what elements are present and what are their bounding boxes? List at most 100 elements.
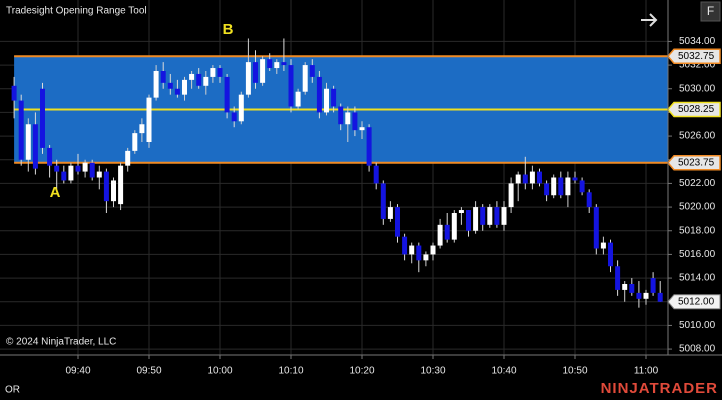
candle-body (409, 245, 415, 255)
candle-body (395, 207, 400, 237)
candle-body (189, 73, 195, 80)
candle-body (416, 245, 422, 261)
candle-body (380, 183, 386, 219)
brand-logo: NINJATRADER (601, 380, 718, 397)
candle-body (650, 278, 656, 293)
axis-layer: 5008.00 5010.00 5012.00 5014.00 5016.00 5018.… (65, 36, 721, 377)
y-tick-label: 5010.00 (679, 320, 716, 331)
y-tick-label: 5020.00 (679, 202, 716, 213)
price-tag-label: 5028.25 (678, 104, 715, 115)
button[interactable] (700, 1, 721, 22)
x-tick-label: 10:10 (278, 366, 303, 377)
candle-body (260, 59, 266, 83)
candle-body (217, 68, 223, 77)
candle-body (231, 112, 237, 122)
candle-body (579, 180, 585, 193)
candle-body (345, 112, 351, 125)
candle-body (551, 177, 557, 196)
candle-body (508, 183, 514, 208)
y-tick-label: 5034.00 (679, 36, 716, 47)
candle-body (167, 82, 173, 89)
price-tag (667, 101, 721, 118)
candle-body (125, 150, 131, 166)
candle-body (182, 79, 187, 95)
candle-body (515, 174, 521, 184)
candle-body (629, 284, 635, 293)
button-label[interactable]: F (707, 4, 714, 18)
candle-body (593, 207, 599, 249)
candle-body (423, 254, 429, 261)
candle-body (501, 207, 507, 225)
candle-body (316, 76, 322, 113)
y-tick-label: 5014.00 (679, 273, 716, 284)
candle-body (636, 292, 642, 299)
last-price-label: 5012.00 (678, 296, 715, 307)
x-tick-label: 11:00 (634, 366, 659, 377)
candle-body (352, 112, 358, 131)
x-tick-label: 10:20 (349, 366, 374, 377)
candle-body (68, 165, 74, 181)
candle-body (210, 68, 216, 77)
x-tick-label: 09:40 (65, 366, 90, 377)
candle-body (96, 171, 102, 178)
candle-body (373, 165, 379, 184)
y-tick-label: 5022.00 (679, 178, 716, 189)
candle-body (529, 171, 535, 184)
candle-body (537, 171, 542, 184)
candle-body (451, 213, 457, 240)
y-tick-label: 5026.00 (679, 131, 716, 142)
candle-body (118, 165, 124, 205)
candle-body (544, 183, 550, 196)
candle-body (274, 62, 280, 69)
candle-body (458, 210, 464, 213)
x-tick-label: 09:50 (136, 366, 161, 377)
candle-body (302, 65, 308, 92)
candle-body (473, 207, 479, 231)
candle-body (281, 62, 287, 66)
candle-body (267, 59, 273, 69)
candle-body (11, 85, 17, 101)
candle-body (657, 292, 663, 302)
candle-layer (11, 38, 668, 308)
x-tick-label: 10:00 (207, 366, 232, 377)
candle-body (61, 171, 67, 181)
candle-body (487, 207, 493, 225)
x-tick-label: 10:40 (491, 366, 516, 377)
candle-body (47, 147, 53, 166)
candle-body (54, 165, 60, 172)
candle-body (174, 88, 180, 95)
annotation: A (50, 184, 61, 201)
candle-body (622, 284, 628, 290)
candle-body (565, 177, 571, 196)
copyright: © 2024 NinjaTrader, LLC (6, 337, 116, 348)
candle-body (430, 245, 436, 255)
candle-body (366, 127, 372, 166)
candle-body (600, 242, 606, 249)
annotation: B (223, 21, 234, 38)
y-tick-label: 5016.00 (679, 249, 716, 260)
candle-body (18, 100, 24, 160)
candle-body (25, 124, 31, 160)
arrow-icon[interactable] (641, 13, 658, 27)
candle-body (480, 207, 486, 225)
candle-body (103, 171, 109, 202)
candle-body (82, 162, 88, 172)
candle-body (522, 174, 528, 184)
candle-body (331, 88, 337, 107)
y-tick-label: 5008.00 (679, 344, 716, 355)
candle-body (111, 180, 116, 202)
candle-body (572, 177, 578, 181)
candle-body (444, 224, 450, 240)
candle-body (224, 76, 230, 113)
candle-body (387, 207, 393, 219)
candle-body (245, 62, 251, 95)
candle-body (146, 97, 152, 142)
candle-body (402, 236, 408, 255)
candle-body (196, 73, 202, 86)
candle-body (615, 266, 621, 290)
candle-body (466, 210, 471, 231)
y-tick-label: 5032.00 (679, 60, 716, 71)
candle-body (586, 192, 592, 208)
